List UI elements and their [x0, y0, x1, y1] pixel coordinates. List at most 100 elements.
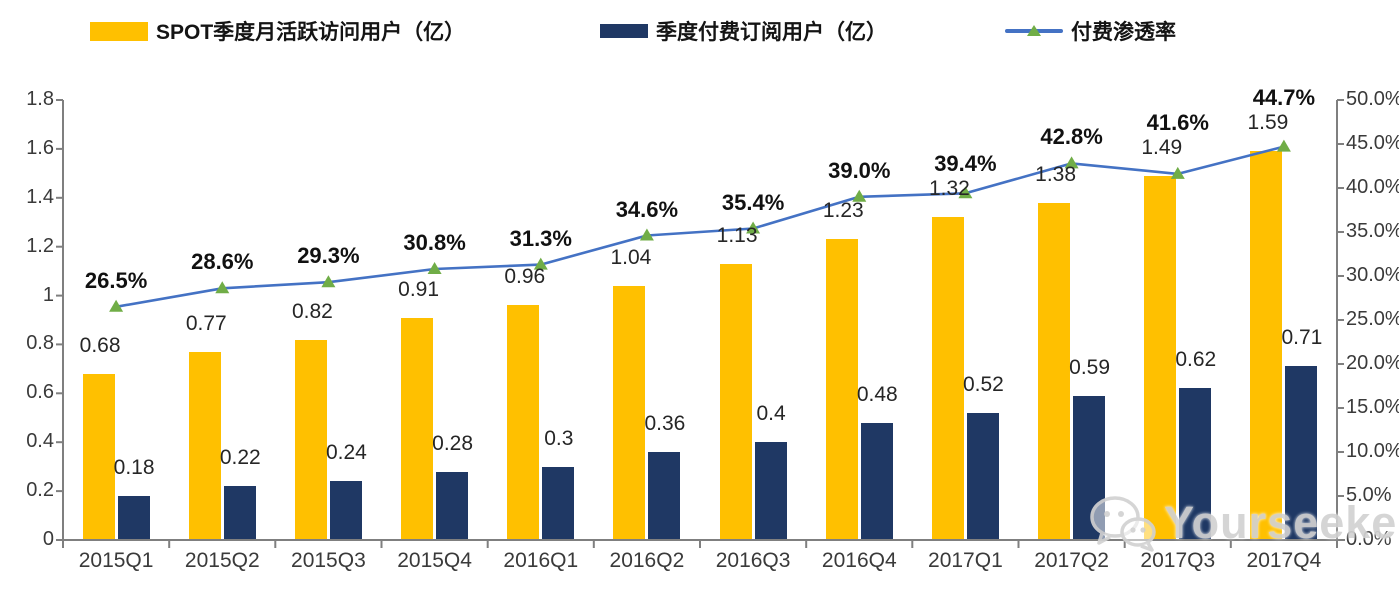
x-axis-tick-label: 2015Q1 [78, 549, 154, 572]
penetration-percent-label: 30.8% [403, 230, 466, 255]
bar-mau [1250, 151, 1283, 540]
y-axis-tick-label-left: 0 [42, 528, 54, 550]
mau-value-label: 1.23 [822, 199, 864, 223]
penetration-percent-label: 28.6% [191, 249, 254, 275]
penetration-percent-label: 29.3% [297, 243, 360, 269]
mau-value-label: 0.91 [398, 277, 440, 301]
mau-value-label: 1.13 [716, 223, 758, 247]
x-axis-tick-label: 2016Q2 [609, 549, 685, 572]
y-axis-tick-label-right: 35.0% [1346, 220, 1399, 242]
bar-subscribers [860, 422, 893, 540]
y-axis-tick-label-left: 0.2 [26, 479, 54, 502]
bar-subscribers [436, 471, 469, 540]
mau-value-label: 0.77 [185, 311, 227, 335]
y-axis-tick-label-left: 0.4 [26, 430, 54, 453]
mau-value-label: 0.96 [504, 265, 546, 289]
legend-label-mau: SPOT季度月活跃访问用户（亿） [156, 21, 466, 44]
legend-item-mau: SPOT季度月活跃访问用户（亿） [90, 16, 465, 46]
y-axis-tick-label-left: 0.6 [26, 381, 54, 404]
y-axis-tick-label-right: 25.0% [1346, 308, 1399, 330]
bar-subscribers [754, 442, 787, 540]
mau-value-label: 1.32 [928, 177, 970, 201]
subscriber-value-label: 0.3 [544, 426, 574, 450]
mau-value-label: 0.82 [291, 299, 333, 323]
y-axis-tick-label-right: 15.0% [1346, 396, 1399, 418]
penetration-percent-label: 31.3% [509, 225, 572, 251]
bar-subscribers [966, 412, 999, 540]
bar-subscribers [542, 466, 575, 540]
x-axis-tick-label: 2017Q3 [1140, 549, 1216, 572]
y-axis-tick-label-right: 30.0% [1346, 264, 1399, 286]
bar-subscribers [223, 486, 256, 540]
bar-mau [719, 263, 752, 540]
penetration-line-swatch-icon [1005, 25, 1063, 37]
penetration-percent-label: 42.8% [1040, 124, 1103, 150]
penetration-percent-label: 26.5% [84, 267, 148, 293]
y-axis-tick-label-left: 1.6 [26, 136, 54, 159]
subscriber-bar-swatch-icon [600, 24, 648, 38]
mau-value-label: 0.68 [79, 333, 121, 357]
legend-item-subscribers: 季度付费订阅用户（亿） [600, 16, 887, 46]
mau-value-label: 1.38 [1035, 162, 1077, 186]
subscriber-value-label: 0.28 [432, 431, 474, 455]
bar-mau [825, 239, 858, 540]
y-axis-tick-label-left: 0.8 [26, 332, 54, 355]
bar-subscribers [117, 496, 150, 540]
penetration-percent-label: 35.4% [721, 189, 785, 215]
y-axis-tick-label-left: 1.4 [26, 185, 54, 208]
penetration-percent-label: 39.0% [828, 157, 891, 183]
penetration-percent-label: 39.4% [934, 151, 997, 177]
penetration-percent-label: 44.7% [1252, 85, 1316, 111]
subscriber-value-label: 0.71 [1281, 326, 1323, 350]
bar-mau [1038, 202, 1071, 540]
mau-value-label: 1.49 [1141, 135, 1183, 159]
bar-mau [1144, 175, 1177, 540]
x-axis-tick-label: 2016Q4 [821, 549, 897, 572]
bar-mau [931, 217, 964, 540]
y-axis-tick-label-right: 50.0% [1346, 88, 1399, 110]
y-axis-tick-label-right: 5.0% [1346, 484, 1392, 506]
y-axis-tick-label-right: 45.0% [1346, 132, 1399, 154]
bar-subscribers [1179, 388, 1212, 540]
subscriber-value-label: 0.18 [113, 456, 155, 479]
x-axis-tick-label: 2016Q3 [715, 549, 791, 572]
bar-mau [507, 305, 540, 540]
bar-mau [613, 285, 646, 540]
legend-label-penetration: 付费渗透率 [1071, 21, 1176, 44]
bar-mau [82, 373, 115, 540]
legend-item-penetration: 付费渗透率 [1005, 16, 1176, 46]
bar-mau [294, 339, 327, 540]
mau-value-label: 1.04 [610, 245, 652, 269]
bar-subscribers [1285, 366, 1318, 540]
x-axis-tick-label: 2017Q4 [1246, 549, 1322, 572]
penetration-percent-label: 41.6% [1146, 109, 1209, 135]
subscriber-value-label: 0.22 [219, 446, 261, 470]
bar-subscribers [329, 481, 362, 540]
x-axis-tick-label: 2016Q1 [503, 549, 579, 572]
subscriber-value-label: 0.36 [644, 412, 686, 435]
subscriber-value-label: 0.52 [962, 372, 1004, 396]
x-axis-tick-label: 2017Q1 [928, 549, 1003, 572]
y-axis-tick-label-left: 1.2 [26, 234, 54, 257]
legend-label-subscribers: 季度付费订阅用户（亿） [656, 21, 887, 44]
y-axis-tick-label-left: 1.8 [26, 88, 54, 110]
bar-subscribers [648, 452, 681, 540]
y-axis-tick-label-right: 10.0% [1346, 440, 1399, 462]
mau-value-label: 1.59 [1247, 111, 1289, 135]
mau-bar-swatch-icon [90, 21, 148, 41]
y-axis-tick-label-left: 1 [42, 283, 54, 306]
x-axis-tick-label: 2015Q4 [397, 549, 472, 572]
subscriber-value-label: 0.4 [756, 402, 786, 426]
triangle-marker-icon [1027, 25, 1041, 37]
subscriber-value-label: 0.48 [856, 382, 898, 406]
bar-mau [188, 351, 221, 540]
subscriber-value-label: 0.62 [1175, 348, 1217, 372]
x-axis-tick-label: 2017Q2 [1034, 549, 1109, 572]
y-axis-tick-label-right: 20.0% [1346, 352, 1399, 374]
subscriber-value-label: 0.59 [1069, 355, 1111, 379]
bar-mau [401, 317, 434, 540]
penetration-percent-label: 34.6% [615, 196, 679, 222]
y-axis-tick-label-right: 0.0% [1346, 528, 1392, 550]
